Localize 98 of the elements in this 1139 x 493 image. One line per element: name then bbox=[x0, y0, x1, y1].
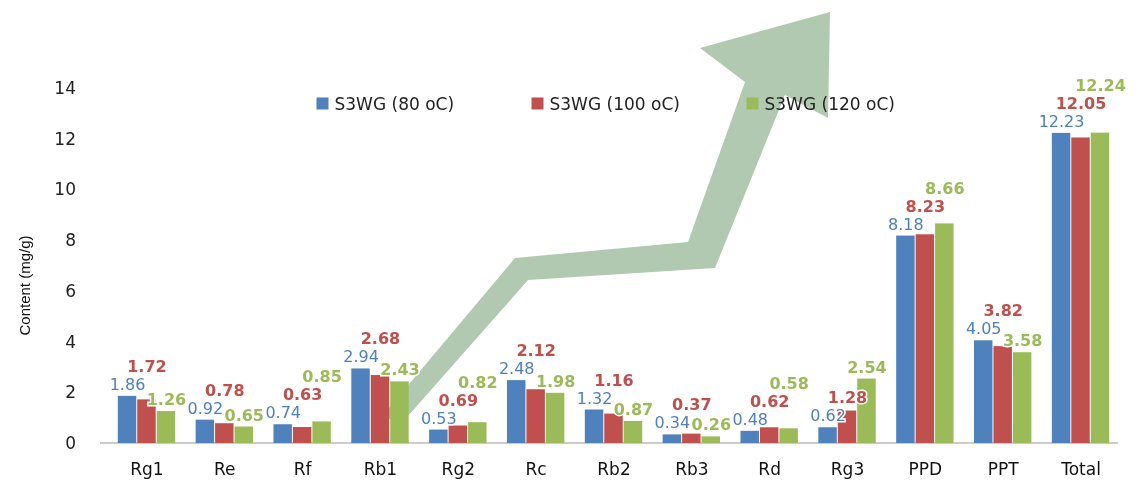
bar bbox=[759, 427, 779, 443]
data-label: 0.48 bbox=[732, 409, 769, 429]
bar bbox=[429, 429, 448, 443]
data-label: 3.82 bbox=[983, 301, 1023, 321]
data-label: 2.43 bbox=[380, 360, 420, 380]
data-label: 2.48 bbox=[498, 359, 535, 379]
bar bbox=[974, 340, 993, 443]
y-tick-label: 12 bbox=[54, 128, 76, 149]
data-label: 2.94 bbox=[343, 347, 379, 367]
bar bbox=[526, 389, 545, 443]
data-label: 1.98 bbox=[535, 371, 576, 391]
bar bbox=[1090, 132, 1110, 443]
data-label: 0.58 bbox=[769, 373, 809, 393]
bar bbox=[584, 409, 604, 443]
bar bbox=[506, 380, 526, 443]
bar bbox=[896, 235, 915, 443]
data-label: 0.82 bbox=[458, 372, 498, 392]
legend-label: S3WG (80 oC) bbox=[334, 94, 455, 115]
x-tick-label: Rb2 bbox=[597, 459, 631, 479]
bar bbox=[779, 428, 798, 443]
bar bbox=[215, 423, 234, 443]
data-label: 2.54 bbox=[847, 357, 887, 377]
bar bbox=[935, 223, 954, 443]
x-tick-label: Rc bbox=[525, 459, 547, 479]
bar bbox=[390, 381, 409, 443]
bar bbox=[623, 420, 643, 443]
x-tick-label: Rg3 bbox=[830, 459, 865, 479]
bar bbox=[1071, 137, 1090, 443]
x-tick-label: Rf bbox=[293, 459, 313, 479]
data-label: 2.68 bbox=[360, 329, 401, 349]
x-tick-label: Rb1 bbox=[363, 459, 398, 479]
bar bbox=[234, 426, 253, 443]
data-label: 1.16 bbox=[594, 370, 634, 390]
y-tick-label: 4 bbox=[65, 331, 76, 352]
data-label: 0.65 bbox=[224, 405, 265, 425]
data-label: 1.32 bbox=[576, 388, 613, 408]
data-label: 12.24 bbox=[1075, 75, 1126, 95]
data-label: 8.18 bbox=[888, 214, 924, 234]
data-label: 0.69 bbox=[438, 390, 479, 410]
data-label: 0.87 bbox=[613, 399, 654, 419]
data-label: 12.23 bbox=[1038, 111, 1085, 131]
bar bbox=[662, 434, 682, 443]
data-label: 1.72 bbox=[127, 356, 167, 376]
bar bbox=[701, 436, 721, 443]
data-label: 0.53 bbox=[421, 408, 457, 428]
bar bbox=[156, 411, 176, 443]
bar bbox=[312, 421, 331, 443]
bar bbox=[993, 346, 1012, 443]
bar bbox=[448, 425, 468, 443]
x-tick-label: Rg1 bbox=[130, 459, 164, 479]
bar bbox=[915, 234, 935, 443]
data-label: 1.26 bbox=[146, 390, 187, 410]
data-label: 12.05 bbox=[1055, 93, 1107, 113]
y-tick-label: 14 bbox=[54, 77, 76, 98]
data-label: 1.86 bbox=[109, 374, 146, 394]
bar bbox=[351, 368, 370, 443]
bar bbox=[468, 422, 487, 443]
bar bbox=[195, 419, 215, 443]
bar bbox=[740, 430, 759, 443]
x-tick-label: Rd bbox=[758, 459, 781, 479]
bar bbox=[292, 427, 312, 443]
y-tick-label: 6 bbox=[65, 280, 76, 301]
y-tick-label: 0 bbox=[65, 432, 76, 453]
data-label: 0.62 bbox=[749, 391, 790, 411]
data-label: 4.05 bbox=[965, 319, 1002, 339]
data-label: 0.37 bbox=[672, 395, 712, 415]
x-tick-label: Total bbox=[1060, 459, 1101, 479]
bar bbox=[273, 424, 292, 443]
bar bbox=[682, 433, 701, 443]
data-label: 8.23 bbox=[905, 196, 946, 216]
x-tick-label: PPT bbox=[987, 459, 1020, 479]
x-tick-label: Rb3 bbox=[675, 459, 709, 479]
data-label: 0.26 bbox=[691, 415, 732, 435]
bar bbox=[604, 413, 623, 443]
bar bbox=[370, 375, 390, 443]
bar bbox=[818, 427, 837, 443]
bar bbox=[117, 395, 137, 443]
data-label: 0.34 bbox=[654, 413, 691, 433]
data-label: 3.58 bbox=[1002, 331, 1043, 351]
data-label: 8.66 bbox=[925, 178, 965, 198]
legend-label: S3WG (120 oC) bbox=[764, 94, 895, 115]
x-tick-label: Rg2 bbox=[441, 459, 476, 479]
x-tick-label: PPD bbox=[908, 459, 943, 479]
data-label: 0.63 bbox=[282, 385, 323, 405]
legend-label: S3WG (100 oC) bbox=[549, 94, 680, 115]
y-tick-label: 8 bbox=[65, 230, 76, 251]
x-tick-label: Re bbox=[214, 459, 236, 479]
bar bbox=[1012, 352, 1032, 443]
data-label: 0.74 bbox=[265, 403, 301, 423]
bar bbox=[545, 392, 565, 443]
y-axis-title: Content (mg/g) bbox=[16, 235, 33, 336]
y-tick-label: 10 bbox=[54, 179, 76, 200]
y-tick-label: 2 bbox=[65, 382, 76, 403]
data-label: 0.85 bbox=[302, 367, 342, 387]
bar bbox=[1051, 132, 1071, 443]
data-label: 0.92 bbox=[187, 398, 224, 418]
data-label: 0.78 bbox=[205, 380, 245, 400]
data-label: 2.12 bbox=[516, 341, 556, 361]
